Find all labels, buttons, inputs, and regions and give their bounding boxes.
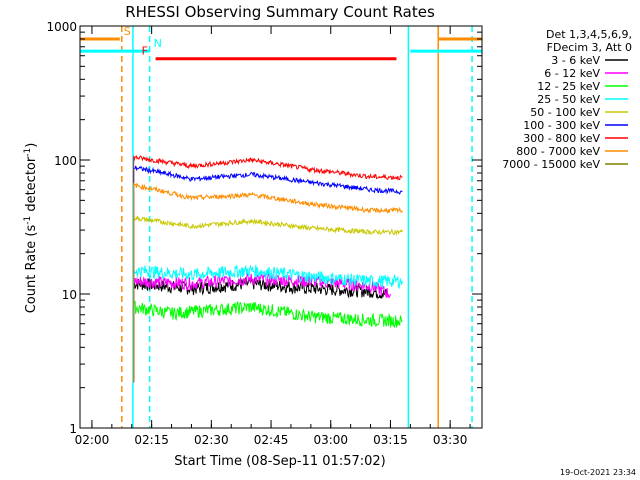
series-line-0 [133,276,387,383]
y-axis-label-part-0: Count Rate (s [24,225,39,314]
legend: Det 1,3,4,5,6,9,FDecim 3, Att 03 - 6 keV… [502,28,632,171]
generation-timestamp: 19-Oct-2021 23:34 [560,468,636,477]
series-line-4 [133,215,403,383]
series-line-2 [133,300,403,383]
x-tick-label-6: 03:30 [433,433,468,447]
flag-label-N: N [154,37,162,50]
plot-frame [79,25,483,429]
y-axis-label-part-3: -1 [23,148,33,157]
series-line-6 [133,155,403,383]
legend-label-8: 7000 - 15000 keV [502,158,600,171]
y-axis-label-part-4: ) [24,143,39,148]
flag-label-S: S [124,25,131,38]
y-axis-label-part-1: -1 [23,216,33,225]
series-line-1 [133,271,391,383]
legend-header-0: Det 1,3,4,5,6,9, [546,28,632,41]
plot-area: S NF [80,25,482,428]
y-tick-label-3: 1000 [46,20,77,34]
y-tick-label-0: 1 [69,422,77,436]
y-axis-label: Count Rate (s-1 detector-1) [23,143,39,314]
x-axis: 02:00 02:15 02:30 02:45 03:00 03:15 03:30 [75,26,471,447]
chart-title: RHESSI Observing Summary Count Rates [125,3,435,21]
x-tick-label-2: 02:30 [194,433,229,447]
x-tick-label-3: 02:45 [254,433,289,447]
x-tick-label-4: 03:00 [313,433,348,447]
legend-label-4: 50 - 100 keV [530,106,600,119]
y-axis-label-part-2: detector [24,156,39,216]
legend-label-3: 25 - 50 keV [537,93,600,106]
series-line-3 [133,264,403,383]
series-line-5 [133,165,403,383]
legend-label-6: 300 - 800 keV [523,132,600,145]
legend-header-1: FDecim 3, Att 0 [547,41,632,54]
x-tick-label-1: 02:15 [134,433,169,447]
legend-label-1: 6 - 12 keV [544,67,600,80]
y-tick-label-1: 10 [62,288,77,302]
x-tick-label-0: 02:00 [75,433,110,447]
flag-label-F: F [142,45,148,58]
legend-label-5: 100 - 300 keV [523,119,600,132]
legend-label-0: 3 - 6 keV [551,54,600,67]
legend-label-2: 12 - 25 keV [537,80,600,93]
series-line-7 [133,182,403,383]
x-tick-label-5: 03:15 [373,433,408,447]
x-axis-label: Start Time (08-Sep-11 01:57:02) [174,454,385,469]
legend-label-7: 800 - 7000 keV [516,145,600,158]
y-axis: 1 10 100 1000 [46,20,482,436]
y-tick-label-2: 100 [54,154,77,168]
